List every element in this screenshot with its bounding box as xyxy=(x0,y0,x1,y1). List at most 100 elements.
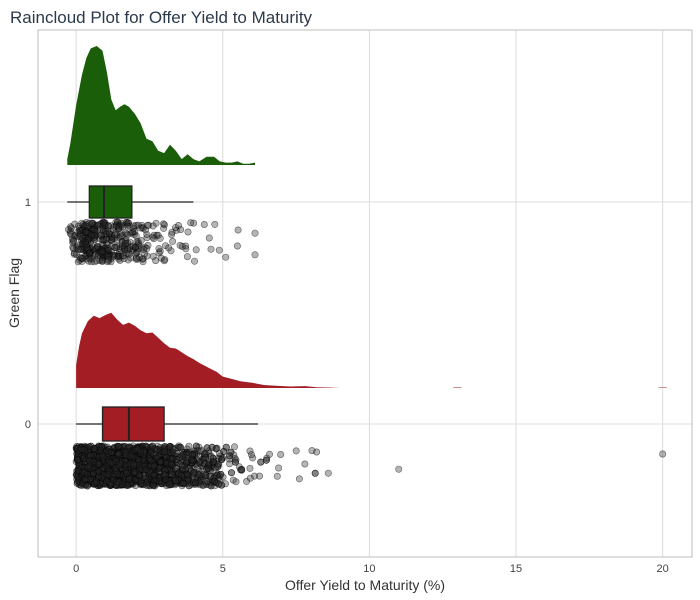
rain-point xyxy=(133,249,141,257)
rain-point xyxy=(132,475,140,483)
outlier-point xyxy=(251,251,259,259)
rain-point xyxy=(100,235,108,243)
rain-point xyxy=(69,237,77,245)
rain-point xyxy=(231,458,239,466)
chart-title: Raincloud Plot for Offer Yield to Maturi… xyxy=(10,8,313,27)
rain-point xyxy=(169,237,177,245)
x-tick-label: 15 xyxy=(510,563,522,575)
rain-point xyxy=(132,254,140,262)
rain-point xyxy=(152,219,160,227)
outlier-point xyxy=(251,229,259,237)
rain-point xyxy=(94,460,102,468)
rain-point xyxy=(95,472,103,480)
rain-point xyxy=(238,465,246,473)
rain-point xyxy=(143,231,151,239)
rain-point xyxy=(255,472,263,480)
rain-point xyxy=(207,245,215,253)
rain-point xyxy=(155,477,163,485)
rain-point xyxy=(311,469,319,477)
x-tick-label: 0 xyxy=(73,563,79,575)
rain-point xyxy=(137,237,145,245)
rain-point xyxy=(248,451,256,459)
rain-point xyxy=(122,240,130,248)
rain-point xyxy=(130,468,138,476)
rain-point xyxy=(66,229,74,237)
rain-point xyxy=(115,443,123,451)
rain-point xyxy=(114,253,122,261)
rain-point xyxy=(79,234,87,242)
rain-point xyxy=(168,471,176,479)
rain-point xyxy=(104,470,112,478)
rain-point xyxy=(105,229,113,237)
rain-point xyxy=(150,235,158,243)
rain-point xyxy=(74,245,82,253)
rain-point xyxy=(188,451,196,459)
rain-point xyxy=(98,257,106,265)
rain-point xyxy=(161,256,169,264)
rain-point xyxy=(160,471,168,479)
rain-point xyxy=(85,257,93,265)
rain-point xyxy=(192,479,200,487)
rain-point xyxy=(130,222,138,230)
rain-point xyxy=(165,244,173,252)
rain-point xyxy=(273,472,281,480)
rain-point xyxy=(102,235,110,243)
rain-point xyxy=(143,245,151,253)
density-tail-mark xyxy=(453,387,462,388)
rain-point xyxy=(132,243,140,251)
rain-point xyxy=(166,480,174,488)
rain-point xyxy=(161,221,169,229)
rain-point xyxy=(71,220,79,228)
rain-point xyxy=(90,226,98,234)
rain-point xyxy=(161,448,169,456)
rain-point xyxy=(86,457,94,465)
rain-point xyxy=(130,460,138,468)
rain-point xyxy=(103,477,111,485)
rain-point xyxy=(74,228,82,236)
rain-point xyxy=(209,454,217,462)
rain-point xyxy=(227,448,235,456)
rain-point xyxy=(94,243,102,251)
rain-point xyxy=(121,229,129,237)
boxplots xyxy=(67,185,258,442)
rain-point xyxy=(182,451,190,459)
x-tick-labels: 0 5 10 15 20 xyxy=(73,563,669,575)
rain-point xyxy=(168,228,176,236)
rain-point xyxy=(108,460,116,468)
rain-point xyxy=(105,253,113,261)
rain-point xyxy=(184,471,192,479)
rain-point xyxy=(180,480,188,488)
rain-point xyxy=(77,245,85,253)
density-cloud-group-0 xyxy=(76,312,341,388)
rain-point xyxy=(77,445,85,453)
rain-point xyxy=(84,234,92,242)
rain-point xyxy=(72,251,80,259)
rain-point xyxy=(177,443,185,451)
rain-point xyxy=(246,474,254,482)
rain-point xyxy=(176,241,184,249)
rain-point xyxy=(132,232,140,240)
rain-point xyxy=(76,226,84,234)
x-tick-label: 10 xyxy=(363,563,375,575)
rain-point xyxy=(89,220,97,228)
rain-point xyxy=(192,246,200,254)
rain-point xyxy=(105,222,113,230)
rain-point xyxy=(178,243,186,251)
outlier-point xyxy=(659,450,667,458)
rain-point xyxy=(147,457,155,465)
rain-point xyxy=(202,454,210,462)
rain-point xyxy=(112,467,120,475)
rain-point xyxy=(115,223,123,231)
rain-point xyxy=(112,222,120,230)
rain-point xyxy=(83,482,91,490)
rain-point xyxy=(125,475,133,483)
y-tick-label: 1 xyxy=(25,197,31,209)
rain-point xyxy=(210,477,218,485)
rain-point xyxy=(215,246,223,254)
rain-point xyxy=(107,448,115,456)
rain-point xyxy=(208,443,216,451)
rain-point xyxy=(295,475,303,483)
rain-point xyxy=(70,250,78,258)
rain-point xyxy=(74,466,82,474)
